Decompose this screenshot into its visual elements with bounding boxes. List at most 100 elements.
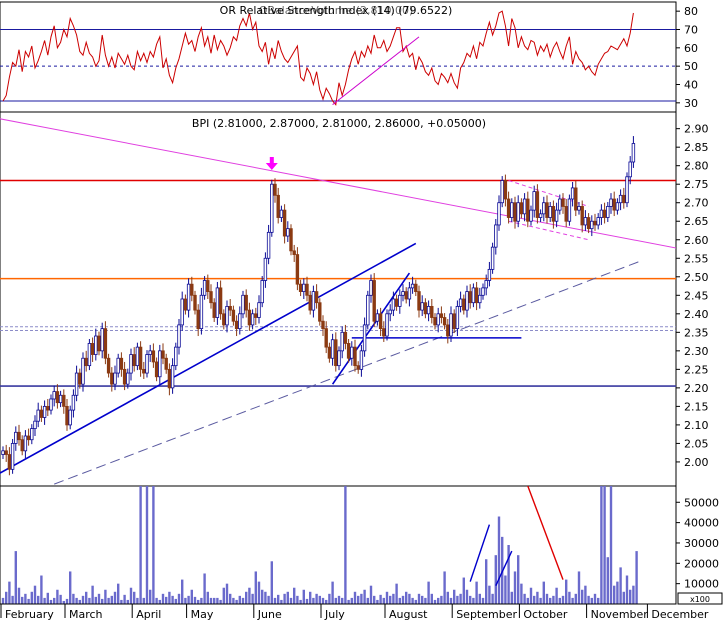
volume-bar: [568, 591, 571, 604]
candle-body: [359, 350, 364, 370]
candle-body: [193, 294, 197, 311]
candle-body: [90, 343, 95, 355]
price-tick-label: 2.25: [684, 363, 709, 376]
volume-bar: [216, 597, 219, 604]
candle-body: [369, 280, 373, 296]
volume-bar: [437, 597, 440, 604]
volume-bar: [523, 593, 526, 604]
volume-bar: [152, 486, 155, 604]
volume-bar: [30, 591, 33, 604]
volume-bar: [161, 593, 165, 604]
candle-body: [36, 409, 40, 422]
volume-tick-label: 40000: [684, 517, 719, 530]
volume-bar: [229, 593, 232, 604]
candle-body: [337, 350, 341, 367]
volume-bar: [469, 595, 472, 604]
candle-body: [378, 313, 383, 330]
candle-body: [254, 313, 258, 318]
volume-bar: [91, 585, 94, 604]
volume-bar: [113, 591, 117, 604]
candle-body: [510, 202, 514, 218]
candle-body: [78, 372, 82, 385]
candle-body: [81, 357, 85, 385]
candle-body: [122, 368, 127, 385]
candle-body: [132, 354, 136, 367]
volume-bar: [24, 593, 27, 604]
candle-body: [202, 280, 207, 296]
rsi-trendline: [332, 36, 420, 106]
volume-bar: [181, 579, 184, 604]
volume-bar: [254, 571, 257, 604]
candle-body: [212, 302, 216, 318]
volume-bar: [517, 555, 520, 604]
volume-bar: [433, 599, 437, 604]
candle-body: [590, 220, 594, 230]
volume-bar: [504, 575, 507, 604]
volume-bar: [581, 589, 584, 604]
candle-body: [170, 365, 175, 389]
volume-bar: [1, 597, 5, 604]
volume-bar: [56, 589, 59, 604]
candle-body: [52, 391, 56, 400]
volume-bar: [635, 551, 638, 604]
month-label: September: [456, 608, 517, 621]
volume-bar: [203, 573, 206, 604]
volume-bar: [257, 581, 261, 604]
candle-body: [522, 198, 527, 215]
volume-bar: [21, 596, 24, 604]
volume-bar: [299, 599, 302, 604]
rsi-tick-label: 40: [684, 79, 698, 92]
volume-bar: [331, 581, 334, 604]
candle-body: [142, 368, 146, 374]
volume-bar: [43, 597, 46, 604]
volume-bar: [190, 589, 193, 604]
volume-bar: [459, 593, 462, 604]
candle-body: [404, 291, 408, 300]
candle-body: [519, 202, 524, 215]
candle-body: [250, 313, 255, 326]
rsi-tick-label: 60: [684, 42, 698, 55]
candle-body: [340, 331, 344, 352]
scale-tag: x100: [690, 595, 710, 604]
volume-bar: [261, 589, 264, 604]
volume-bar: [273, 597, 277, 604]
volume-bar: [462, 577, 465, 604]
candle-body: [10, 443, 15, 470]
volume-bar: [104, 589, 107, 604]
candle-body: [420, 302, 424, 311]
volume-bar: [542, 581, 545, 604]
volume-bar: [225, 583, 229, 604]
candle-body: [164, 357, 168, 370]
volume-bar: [395, 583, 398, 604]
volume-bar: [549, 597, 552, 604]
candle-body: [295, 254, 300, 285]
candle-body: [138, 346, 143, 370]
candle-body: [215, 287, 220, 318]
candle-body: [346, 343, 351, 359]
price-tick-label: 2.55: [684, 252, 709, 265]
candle-body: [23, 435, 28, 452]
candle-body: [196, 309, 200, 330]
candle-body: [327, 346, 332, 359]
volume-tick-label: 10000: [684, 578, 719, 591]
candle-body: [26, 435, 31, 441]
volume-bar: [69, 571, 72, 604]
volume-trendline: [469, 524, 491, 582]
candle-body: [74, 372, 79, 396]
volume-bar: [373, 595, 376, 604]
candle-body: [542, 202, 546, 215]
volume-bar: [430, 593, 433, 604]
candle-body: [148, 350, 152, 355]
x-axis: February March April May June July August Septe…: [0, 592, 723, 621]
volume-bar: [360, 593, 363, 604]
volume-bar: [539, 597, 542, 604]
volume-bar: [597, 597, 600, 604]
volume-bar: [177, 593, 181, 604]
candle-body: [417, 291, 421, 311]
price-tick-label: 2.40: [684, 308, 709, 321]
candle-body: [503, 180, 508, 200]
volume-bar: [206, 591, 209, 604]
volume-bar: [88, 597, 91, 604]
volume-bar: [277, 594, 280, 604]
month-label: November: [591, 608, 649, 621]
